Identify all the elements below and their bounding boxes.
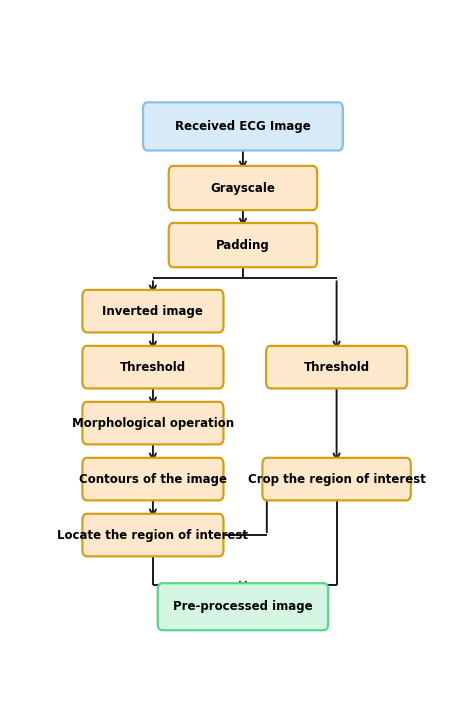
Text: Morphological operation: Morphological operation bbox=[72, 417, 234, 430]
Text: Threshold: Threshold bbox=[120, 361, 186, 374]
Text: Pre-processed image: Pre-processed image bbox=[173, 601, 313, 614]
Text: Threshold: Threshold bbox=[303, 361, 370, 374]
Text: Locate the region of interest: Locate the region of interest bbox=[57, 529, 248, 542]
FancyBboxPatch shape bbox=[82, 458, 223, 500]
FancyBboxPatch shape bbox=[263, 458, 411, 500]
FancyBboxPatch shape bbox=[82, 346, 223, 388]
FancyBboxPatch shape bbox=[266, 346, 407, 388]
FancyBboxPatch shape bbox=[82, 402, 223, 444]
Text: Grayscale: Grayscale bbox=[210, 182, 275, 195]
Text: Crop the region of interest: Crop the region of interest bbox=[247, 473, 426, 486]
FancyBboxPatch shape bbox=[169, 223, 317, 268]
Text: Padding: Padding bbox=[216, 238, 270, 252]
FancyBboxPatch shape bbox=[82, 290, 223, 332]
FancyBboxPatch shape bbox=[143, 103, 343, 150]
FancyBboxPatch shape bbox=[82, 514, 223, 556]
Text: Contours of the image: Contours of the image bbox=[79, 473, 227, 486]
FancyBboxPatch shape bbox=[158, 583, 328, 630]
Text: Received ECG Image: Received ECG Image bbox=[175, 120, 311, 133]
Text: Inverted image: Inverted image bbox=[102, 305, 203, 318]
FancyBboxPatch shape bbox=[169, 166, 317, 210]
